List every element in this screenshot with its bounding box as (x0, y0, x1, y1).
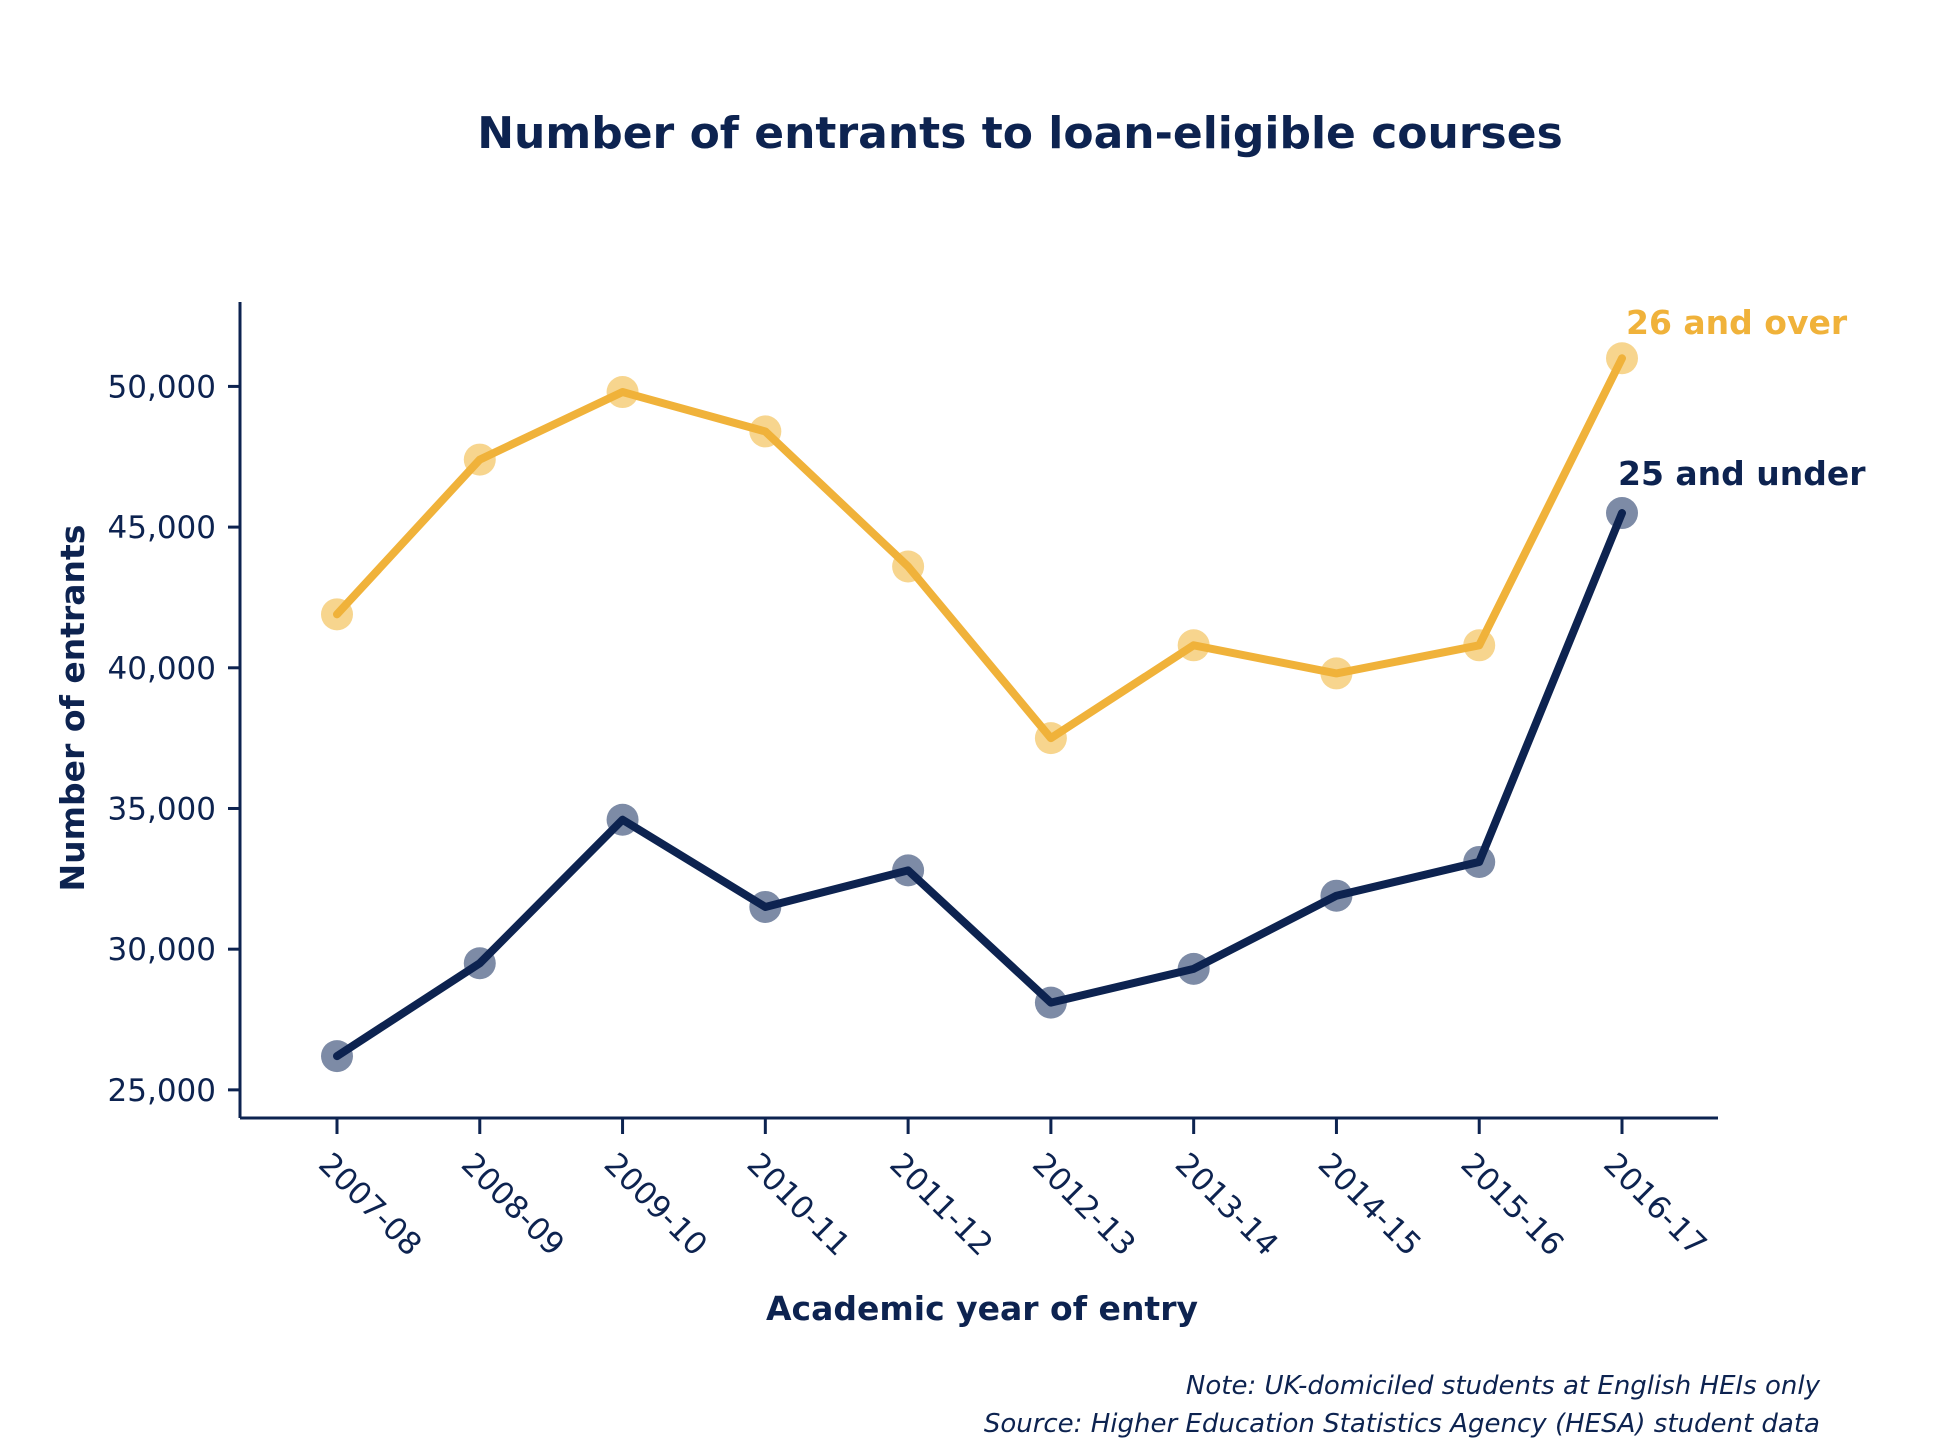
series-layer (321, 342, 1638, 1073)
series-line (333, 509, 1626, 1061)
x-tick-label: 2011-12 (882, 1146, 999, 1263)
y-axis-ticks: 25,000 30,000 35,000 40,000 45,000 50,000 (108, 369, 240, 1109)
y-tick-label: 30,000 (108, 932, 216, 968)
x-tick-label: 2014-15 (1311, 1146, 1428, 1263)
y-tick-label: 35,000 (108, 791, 216, 827)
x-tick-label: 2007-08 (311, 1146, 428, 1263)
y-tick-label: 45,000 (108, 510, 216, 546)
y-tick-label: 40,000 (108, 651, 216, 687)
series-25-and-under (321, 497, 1638, 1073)
x-tick-label: 2013-14 (1168, 1146, 1285, 1263)
x-axis-title: Academic year of entry (766, 1289, 1198, 1328)
x-tick-label: 2010-11 (740, 1146, 857, 1263)
x-tick-label: 2009-10 (597, 1146, 714, 1263)
x-tick-label: 2012-13 (1025, 1146, 1142, 1263)
x-tick-label: 2008-09 (454, 1146, 571, 1263)
x-tick-label: 2015-16 (1454, 1146, 1571, 1263)
note-text: Note: UK-domiciled students at English H… (1186, 1371, 1821, 1401)
x-tick-label: 2016-17 (1596, 1146, 1713, 1263)
series-26-and-over (321, 342, 1638, 755)
y-tick-label: 50,000 (108, 369, 216, 405)
source-text: Source: Higher Education Statistics Agen… (984, 1409, 1820, 1439)
y-tick-label: 25,000 (108, 1073, 216, 1109)
chart-axes (238, 302, 1718, 1120)
series-line (333, 354, 1626, 743)
chart-title: Number of entrants to loan-eligible cour… (477, 108, 1563, 159)
series-label-25-and-under: 25 and under (1618, 454, 1866, 493)
x-axis-ticks: 2007-08 2008-09 2009-10 2010-11 2011-12 2012-… (311, 1118, 1713, 1263)
series-label-26-and-over: 26 and over (1626, 303, 1848, 342)
y-axis-title: Number of entrants (53, 525, 92, 892)
